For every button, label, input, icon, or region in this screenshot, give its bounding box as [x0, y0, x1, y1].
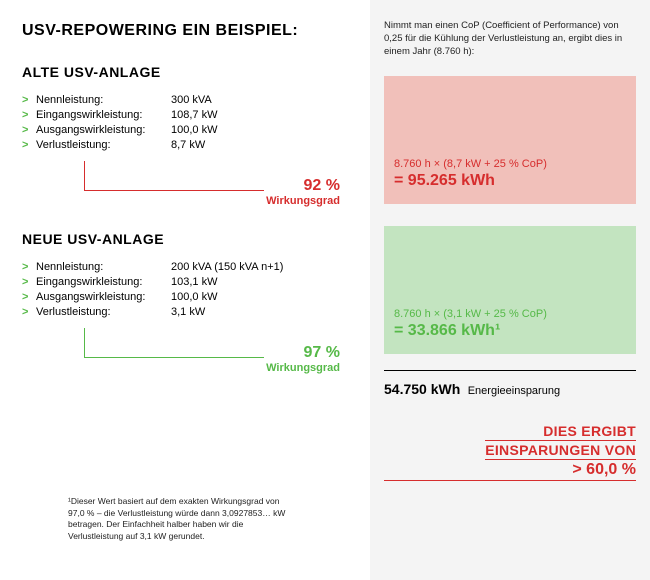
- arrow-icon: >: [22, 124, 36, 136]
- savings-row: 54.750 kWh Energieeinsparung: [384, 370, 636, 399]
- spec-row: >Ausgangswirkleistung:100,0 kW: [22, 124, 370, 136]
- arrow-icon: >: [22, 109, 36, 121]
- arrow-icon: >: [22, 276, 36, 288]
- infographic-root: USV-REPOWERING EIN BEISPIEL: ALTE USV-AN…: [0, 0, 650, 580]
- result-line1: DIES ERGIBT: [384, 423, 636, 439]
- spec-row: >Verlustleistung:8,7 kW: [22, 139, 370, 151]
- spec-row: >Nennleistung:300 kVA: [22, 94, 370, 106]
- new-heading: NEUE USV-ANLAGE: [22, 231, 370, 247]
- spec-label: Ausgangswirkleistung:: [36, 291, 171, 303]
- spec-row: >Eingangswirkleistung:108,7 kW: [22, 109, 370, 121]
- new-specs: >Nennleistung:200 kVA (150 kVA n+1) >Ein…: [22, 261, 370, 318]
- arrow-icon: >: [22, 94, 36, 106]
- efficiency-percent: 97 %: [266, 344, 340, 362]
- spec-label: Verlustleistung:: [36, 306, 171, 318]
- savings-label: Energieeinsparung: [468, 385, 560, 397]
- page-title: USV-REPOWERING EIN BEISPIEL:: [22, 22, 370, 40]
- arrow-icon: >: [22, 291, 36, 303]
- spec-value: 108,7 kW: [171, 109, 217, 121]
- old-heading: ALTE USV-ANLAGE: [22, 64, 370, 80]
- spec-label: Eingangswirkleistung:: [36, 276, 171, 288]
- callout-line: [84, 328, 264, 358]
- spec-row: >Nennleistung:200 kVA (150 kVA n+1): [22, 261, 370, 273]
- spec-value: 3,1 kW: [171, 306, 205, 318]
- spec-value: 103,1 kW: [171, 276, 217, 288]
- callout-line: [84, 161, 264, 191]
- efficiency-label: Wirkungsgrad: [266, 362, 340, 374]
- calc-formula: 8.760 h × (8,7 kW + 25 % CoP): [394, 158, 636, 170]
- calc-formula: 8.760 h × (3,1 kW + 25 % CoP): [394, 308, 636, 320]
- spec-value: 300 kVA: [171, 94, 212, 106]
- spec-value: 100,0 kW: [171, 124, 217, 136]
- calc-result: = 95.265 kWh: [394, 172, 636, 190]
- spec-row: >Verlustleistung:3,1 kW: [22, 306, 370, 318]
- spec-label: Ausgangswirkleistung:: [36, 124, 171, 136]
- spec-label: Nennleistung:: [36, 261, 171, 273]
- footnote: ¹Dieser Wert basiert auf dem exakten Wir…: [68, 496, 298, 542]
- result-block: DIES ERGIBT EINSPARUNGEN VON > 60,0 %: [384, 423, 636, 481]
- right-intro-text: Nimmt man einen CoP (Coefficient of Perf…: [384, 20, 636, 58]
- left-column: USV-REPOWERING EIN BEISPIEL: ALTE USV-AN…: [0, 0, 370, 580]
- old-efficiency: 92 % Wirkungsgrad: [22, 161, 370, 205]
- efficiency-label: Wirkungsgrad: [266, 195, 340, 207]
- arrow-icon: >: [22, 261, 36, 273]
- spec-label: Verlustleistung:: [36, 139, 171, 151]
- arrow-icon: >: [22, 139, 36, 151]
- new-calc-box: 8.760 h × (3,1 kW + 25 % CoP) = 33.866 k…: [384, 226, 636, 354]
- spec-value: 100,0 kW: [171, 291, 217, 303]
- spec-row: >Ausgangswirkleistung:100,0 kW: [22, 291, 370, 303]
- spec-row: >Eingangswirkleistung:103,1 kW: [22, 276, 370, 288]
- new-efficiency: 97 % Wirkungsgrad: [22, 328, 370, 372]
- result-line2: EINSPARUNGEN VON: [485, 440, 636, 460]
- efficiency-percent: 92 %: [266, 177, 340, 195]
- result-percent: > 60,0 %: [384, 460, 636, 481]
- old-specs: >Nennleistung:300 kVA >Eingangswirkleist…: [22, 94, 370, 151]
- spec-label: Nennleistung:: [36, 94, 171, 106]
- efficiency-callout: 97 % Wirkungsgrad: [266, 344, 340, 374]
- savings-kwh: 54.750 kWh: [384, 381, 460, 397]
- arrow-icon: >: [22, 306, 36, 318]
- spec-value: 200 kVA (150 kVA n+1): [171, 261, 283, 273]
- right-column: Nimmt man einen CoP (Coefficient of Perf…: [370, 0, 650, 580]
- spec-value: 8,7 kW: [171, 139, 205, 151]
- calc-result: = 33.866 kWh¹: [394, 322, 636, 340]
- efficiency-callout: 92 % Wirkungsgrad: [266, 177, 340, 207]
- spec-label: Eingangswirkleistung:: [36, 109, 171, 121]
- old-calc-box: 8.760 h × (8,7 kW + 25 % CoP) = 95.265 k…: [384, 76, 636, 204]
